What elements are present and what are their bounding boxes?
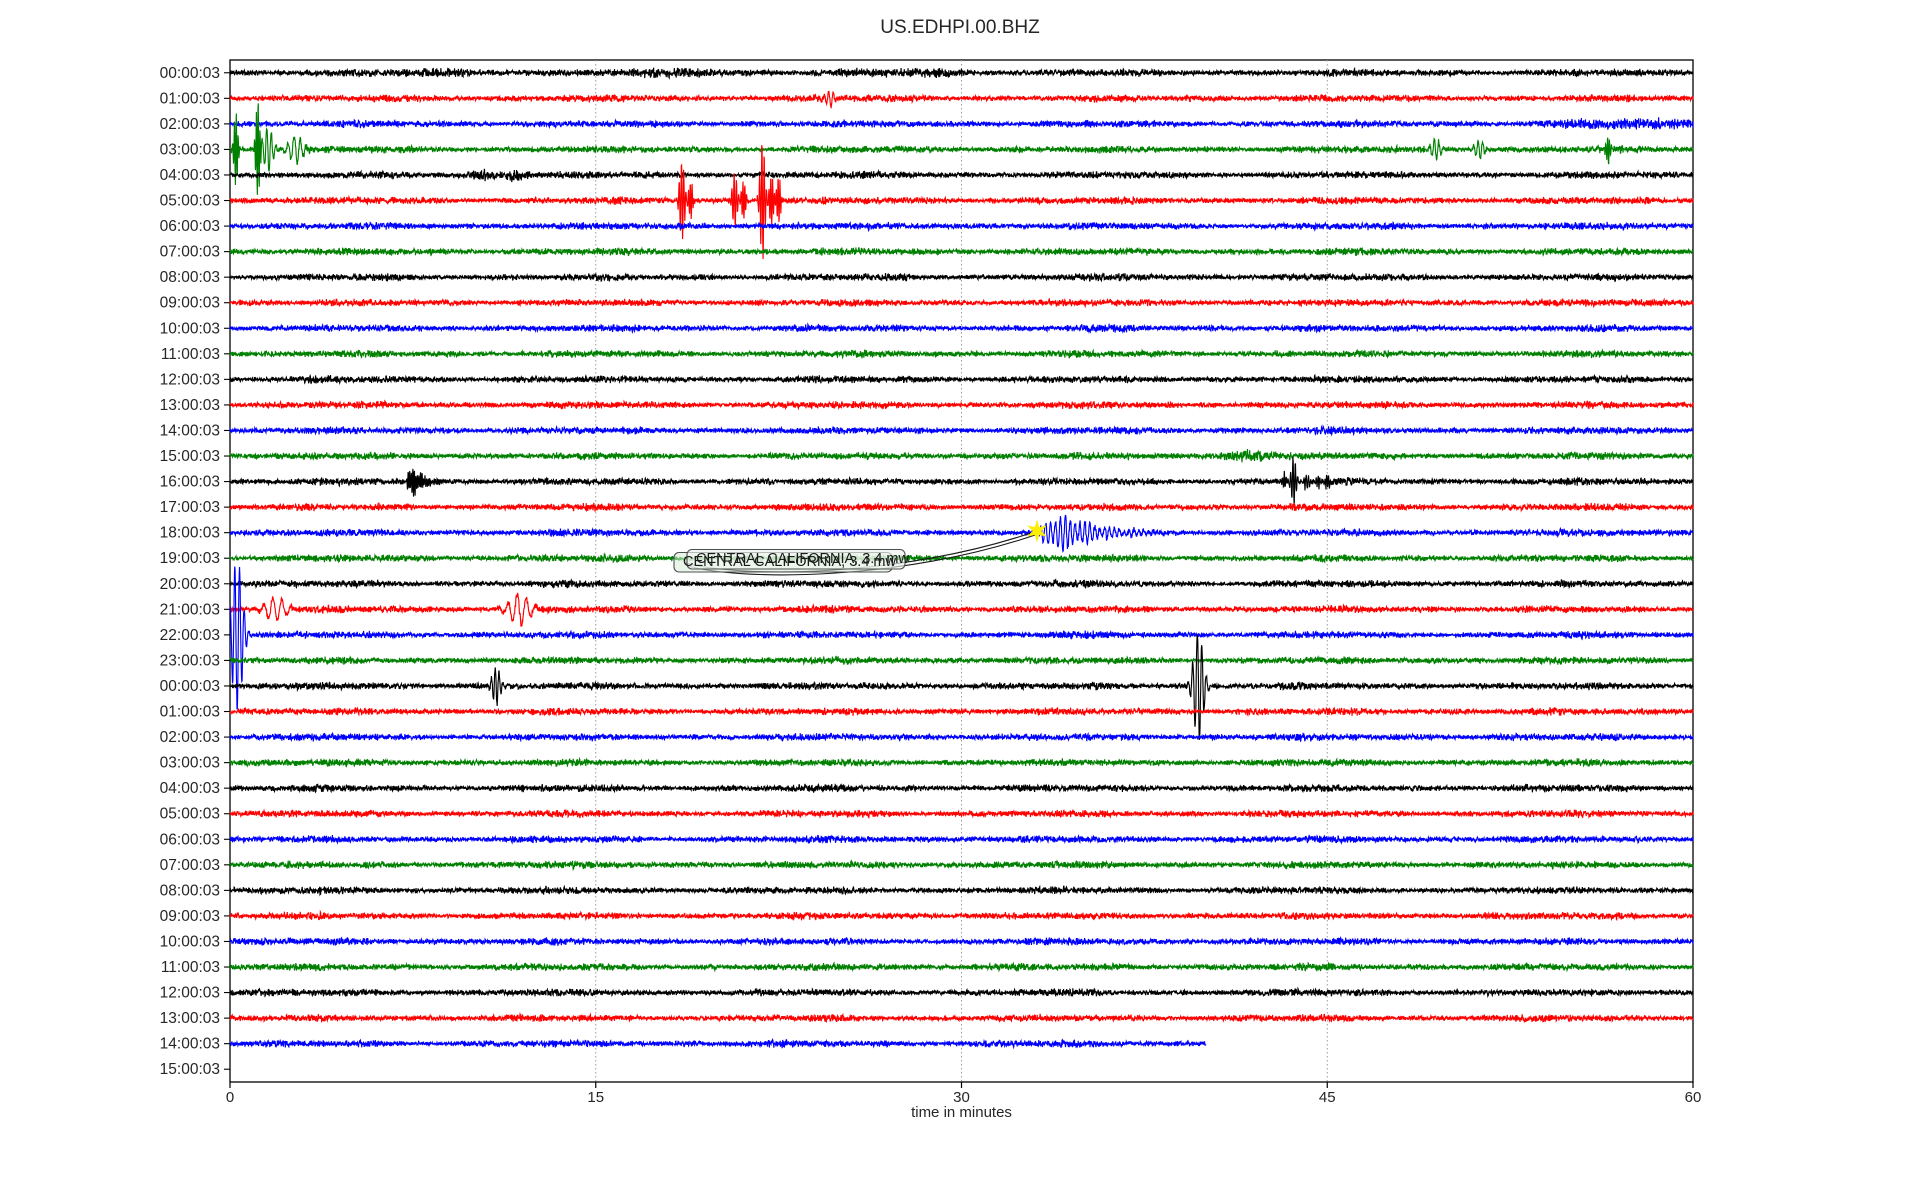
svg-text:16:00:03: 16:00:03 (160, 474, 220, 491)
svg-text:06:00:03: 06:00:03 (160, 831, 220, 848)
svg-text:01:00:03: 01:00:03 (160, 90, 220, 107)
svg-text:CENTRAL CALIFORNIA, 3.4 mw: CENTRAL CALIFORNIA, 3.4 mw (696, 551, 910, 567)
svg-text:11:00:03: 11:00:03 (161, 959, 220, 976)
svg-text:12:00:03: 12:00:03 (160, 985, 220, 1002)
svg-text:13:00:03: 13:00:03 (160, 397, 220, 414)
svg-text:03:00:03: 03:00:03 (160, 141, 220, 158)
svg-text:03:00:03: 03:00:03 (160, 755, 220, 772)
svg-text:14:00:03: 14:00:03 (160, 422, 220, 439)
svg-text:08:00:03: 08:00:03 (160, 269, 220, 286)
svg-text:11:00:03: 11:00:03 (161, 346, 220, 363)
svg-text:05:00:03: 05:00:03 (160, 806, 220, 823)
svg-text:00:00:03: 00:00:03 (160, 65, 220, 82)
svg-text:20:00:03: 20:00:03 (160, 576, 220, 593)
svg-text:13:00:03: 13:00:03 (160, 1010, 220, 1027)
svg-text:01:00:03: 01:00:03 (160, 704, 220, 721)
svg-text:14:00:03: 14:00:03 (160, 1036, 220, 1053)
svg-text:22:00:03: 22:00:03 (160, 627, 220, 644)
svg-text:15:00:03: 15:00:03 (160, 448, 220, 465)
svg-text:10:00:03: 10:00:03 (160, 933, 220, 950)
svg-text:08:00:03: 08:00:03 (160, 882, 220, 899)
svg-text:17:00:03: 17:00:03 (160, 499, 220, 516)
svg-text:06:00:03: 06:00:03 (160, 218, 220, 235)
svg-text:04:00:03: 04:00:03 (160, 167, 220, 184)
svg-text:02:00:03: 02:00:03 (160, 116, 220, 133)
svg-text:21:00:03: 21:00:03 (160, 601, 220, 618)
svg-text:00:00:03: 00:00:03 (160, 678, 220, 695)
svg-text:19:00:03: 19:00:03 (160, 550, 220, 567)
svg-text:09:00:03: 09:00:03 (160, 908, 220, 925)
svg-text:04:00:03: 04:00:03 (160, 780, 220, 797)
svg-text:23:00:03: 23:00:03 (160, 652, 220, 669)
svg-text:09:00:03: 09:00:03 (160, 295, 220, 312)
svg-text:15:00:03: 15:00:03 (160, 1061, 220, 1078)
svg-text:07:00:03: 07:00:03 (160, 857, 220, 874)
svg-text:12:00:03: 12:00:03 (160, 371, 220, 388)
svg-text:18:00:03: 18:00:03 (160, 525, 220, 542)
svg-text:10:00:03: 10:00:03 (160, 320, 220, 337)
svg-text:07:00:03: 07:00:03 (160, 244, 220, 261)
svg-text:05:00:03: 05:00:03 (160, 193, 220, 210)
svg-text:02:00:03: 02:00:03 (160, 729, 220, 746)
